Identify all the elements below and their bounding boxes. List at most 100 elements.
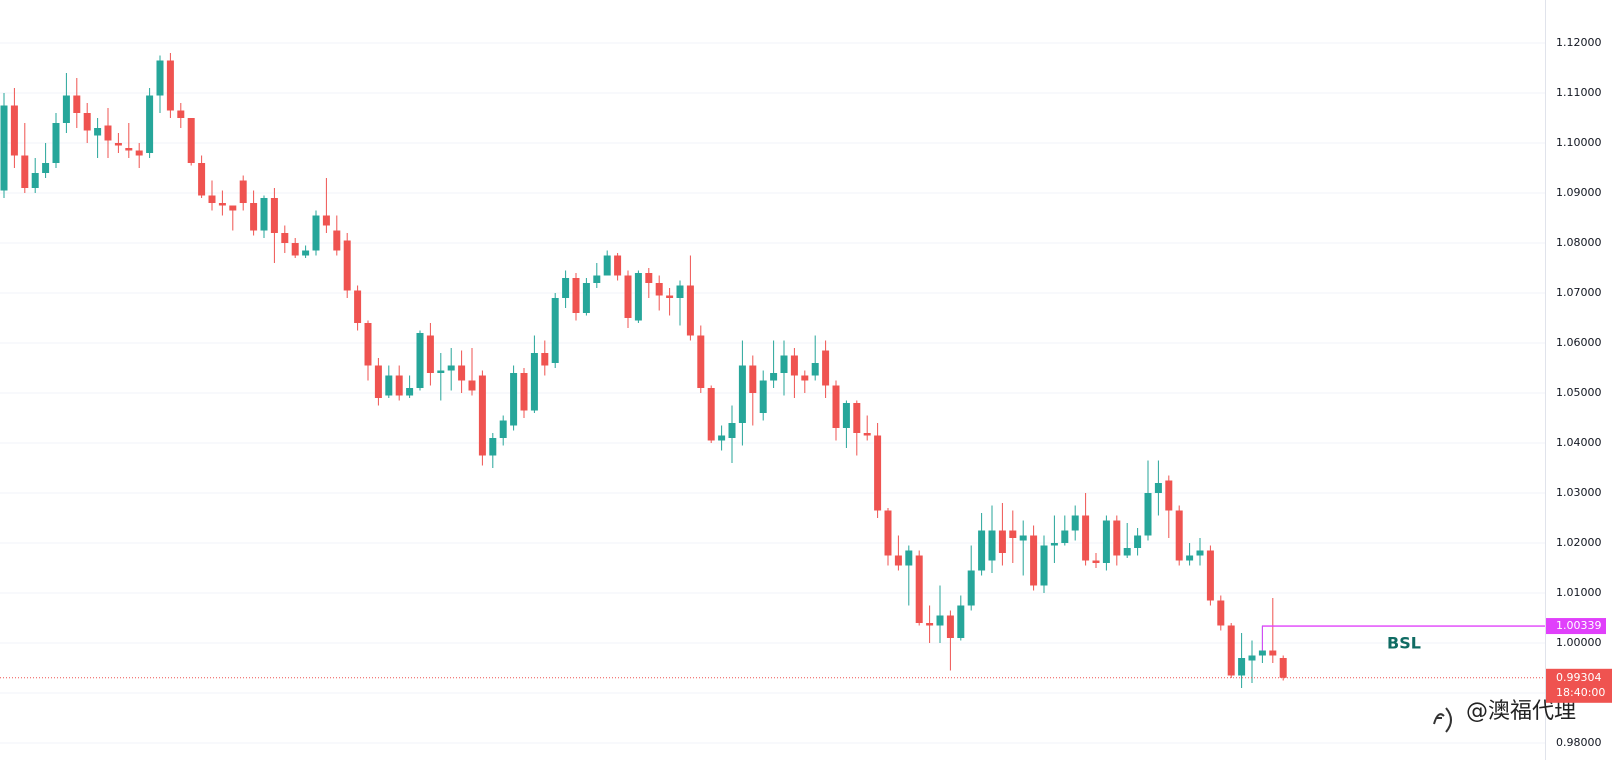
candle-body [738,365,746,423]
candle-body [166,60,174,111]
candle-body [780,355,788,373]
candle-body [312,215,320,251]
candle-body [811,363,819,376]
candle-body [447,365,455,371]
candle-body [1258,650,1266,656]
price-label: 0.99304 [1556,671,1602,684]
candle-body [125,148,133,151]
candle-body [395,375,403,396]
candle-body [551,298,559,363]
candle-body [333,230,341,251]
candle-body [291,243,299,256]
candle-body [62,95,70,123]
candle-body [582,283,590,313]
candle-body [198,163,206,196]
candle-body [634,273,642,321]
candle-body [1269,650,1277,656]
candle-body [645,273,653,283]
candle-body [998,530,1006,553]
candle-body [468,380,476,391]
candle-body [208,195,216,203]
candle-body [1082,515,1090,561]
candle-body [281,233,289,243]
candle-body [707,388,715,441]
candle-body [1061,530,1069,543]
candle-body [1279,658,1287,678]
candle-body [1113,520,1121,556]
candle-body [354,290,362,323]
y-tick-label: 1.01000 [1556,586,1602,599]
y-tick-label: 1.06000 [1556,336,1602,349]
candle-body [1206,550,1214,601]
candle-body [978,530,986,571]
candle-body [21,155,29,188]
candle-body [114,143,122,146]
candle-body [936,615,944,626]
candle-body [364,323,372,366]
candle-body [770,373,778,381]
y-tick-label: 0.98000 [1556,736,1602,749]
candle-body [416,333,424,388]
candle-body [1227,625,1235,676]
candle-body [1144,493,1152,536]
y-tick-label: 1.05000 [1556,386,1602,399]
candle-body [510,373,518,426]
candle-body [541,353,549,366]
candle-body [458,365,466,381]
candle-body [437,370,445,373]
candle-body [1175,510,1183,561]
candle-body [385,375,393,396]
candle-body [229,205,237,211]
candle-body [302,250,310,256]
candle-body [1165,480,1173,511]
candle-body [801,375,809,381]
y-tick-label: 1.12000 [1556,36,1602,49]
candle-body [915,555,923,623]
candle-body [624,275,632,318]
candle-body [957,605,965,638]
candle-body [603,255,611,276]
candle-body [614,255,622,276]
y-tick-label: 1.11000 [1556,86,1602,99]
candle-body [842,403,850,428]
bsl-label-box [1546,618,1606,635]
candle-body [239,180,247,203]
candle-body [94,128,102,136]
candle-body [863,433,871,436]
candle-body [1186,555,1194,561]
y-tick-label: 1.10000 [1556,136,1602,149]
candle-body [572,278,580,313]
candle-body [946,615,954,638]
candle-body [1238,658,1246,676]
candle-body [426,335,434,373]
candle-body [905,550,913,566]
candle-body [0,105,8,191]
candle-body [270,198,278,233]
y-tick-label: 1.04000 [1556,436,1602,449]
candle-body [489,438,497,456]
candle-body [1102,520,1110,563]
candle-body [749,365,757,393]
candle-body [884,510,892,556]
candle-body [894,555,902,566]
candle-body [31,173,39,188]
candle-body [218,203,226,206]
candle-body [42,163,50,173]
price-time-label: 18:40:00 [1556,686,1605,699]
candle-body [790,355,798,376]
candle-body [260,198,268,231]
candle-body [1134,535,1142,548]
candle-body [655,283,663,296]
candle-body [530,353,538,411]
candle-body [520,373,528,411]
price-label-box [1546,668,1612,703]
candle-body [478,375,486,456]
candle-body [988,530,996,561]
candle-body [593,275,601,283]
candle-body [926,623,934,626]
bsl-price-label: 1.00339 [1556,619,1602,632]
candle-body [1071,515,1079,531]
candle-body [967,570,975,606]
y-tick-label: 1.02000 [1556,536,1602,549]
